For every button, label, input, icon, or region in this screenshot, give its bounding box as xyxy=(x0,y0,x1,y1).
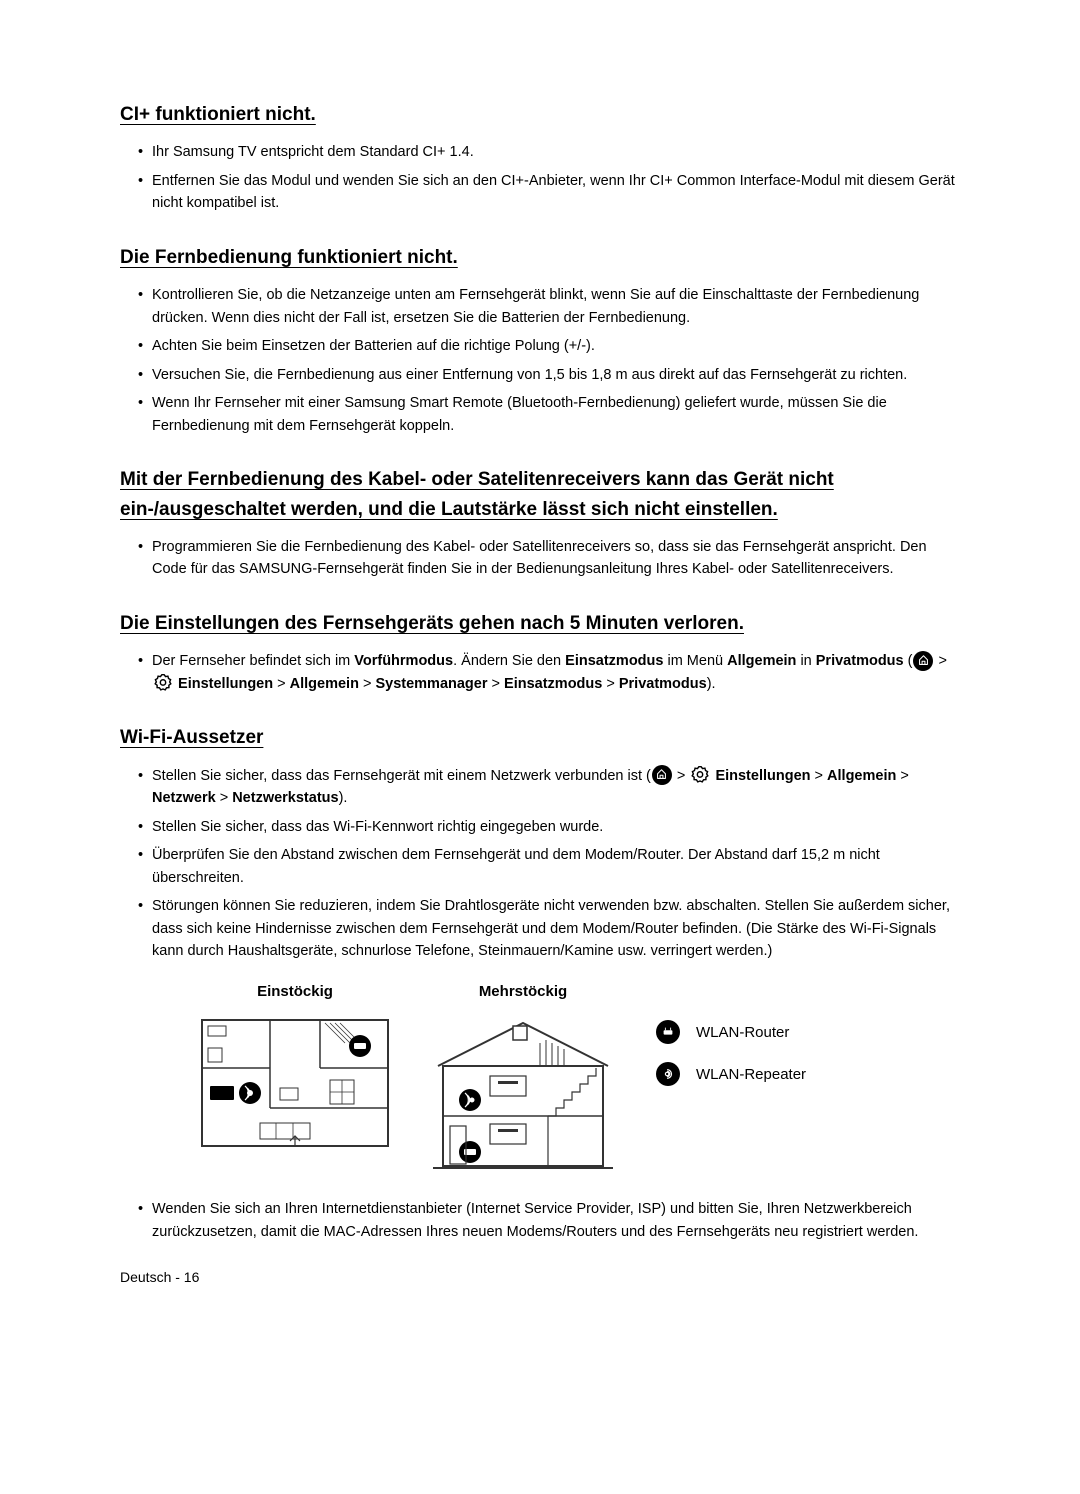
legend-row: WLAN-Router xyxy=(656,1020,806,1044)
gear-icon xyxy=(153,673,173,693)
item-list: Der Fernseher befindet sich im Vorführmo… xyxy=(120,650,960,695)
diagram-legend: WLAN-Router WLAN-Repeater xyxy=(656,1020,806,1086)
house-cross-section-graphic xyxy=(428,1018,618,1180)
legend-label: WLAN-Router xyxy=(696,1021,789,1044)
list-item: Versuchen Sie, die Fernbedienung aus ein… xyxy=(138,364,960,386)
item-list: Programmieren Sie die Fernbedienung des … xyxy=(120,536,960,581)
wifi-diagrams: Einstöckig Mehrstöckig xyxy=(200,980,960,1180)
list-item: Entfernen Sie das Modul und wenden Sie s… xyxy=(138,170,960,215)
list-item: Achten Sie beim Einsetzen der Batterien … xyxy=(138,335,960,357)
diagram-label: Einstöckig xyxy=(200,980,390,1003)
legend-label: WLAN-Repeater xyxy=(696,1063,806,1086)
item-list: Kontrollieren Sie, ob die Netzanzeige un… xyxy=(120,284,960,437)
list-item: Ihr Samsung TV entspricht dem Standard C… xyxy=(138,141,960,163)
section-heading: Wi-Fi-Aussetzer xyxy=(120,723,960,752)
list-item: Stellen Sie sicher, dass das Wi-Fi-Kennw… xyxy=(138,816,960,838)
document-page: CI+ funktioniert nicht. Ihr Samsung TV en… xyxy=(120,100,960,1289)
item-list: Stellen Sie sicher, dass das Fernsehgerä… xyxy=(120,765,960,963)
section-heading: Die Einstellungen des Fernsehgeräts gehe… xyxy=(120,609,960,638)
list-item: Der Fernseher befindet sich im Vorführmo… xyxy=(138,650,960,695)
floor-plan-graphic xyxy=(200,1018,390,1155)
home-icon xyxy=(652,765,672,785)
list-item: Programmieren Sie die Fernbedienung des … xyxy=(138,536,960,581)
list-item: Überprüfen Sie den Abstand zwischen dem … xyxy=(138,844,960,889)
list-item: Störungen können Sie reduzieren, indem S… xyxy=(138,895,960,962)
section-heading: CI+ funktioniert nicht. xyxy=(120,100,960,129)
diagram-single-floor: Einstöckig xyxy=(200,980,390,1155)
gear-icon xyxy=(690,765,710,785)
section-heading: Die Fernbedienung funktioniert nicht. xyxy=(120,243,960,272)
legend-row: WLAN-Repeater xyxy=(656,1062,806,1086)
list-item: Stellen Sie sicher, dass das Fernsehgerä… xyxy=(138,765,960,810)
diagram-label: Mehrstöckig xyxy=(428,980,618,1003)
list-item: Wenn Ihr Fernseher mit einer Samsung Sma… xyxy=(138,392,960,437)
repeater-icon xyxy=(656,1062,680,1086)
item-list: Ihr Samsung TV entspricht dem Standard C… xyxy=(120,141,960,214)
section-heading: Mit der Fernbedienung des Kabel- oder Sa… xyxy=(120,465,960,524)
router-icon xyxy=(656,1020,680,1044)
home-icon xyxy=(913,651,933,671)
list-item: Wenden Sie sich an Ihren Internetdiensta… xyxy=(138,1198,960,1243)
item-list: Wenden Sie sich an Ihren Internetdiensta… xyxy=(120,1198,960,1243)
diagram-multi-floor: Mehrstöckig xyxy=(428,980,618,1180)
page-footer: Deutsch - 16 xyxy=(120,1267,960,1289)
list-item: Kontrollieren Sie, ob die Netzanzeige un… xyxy=(138,284,960,329)
